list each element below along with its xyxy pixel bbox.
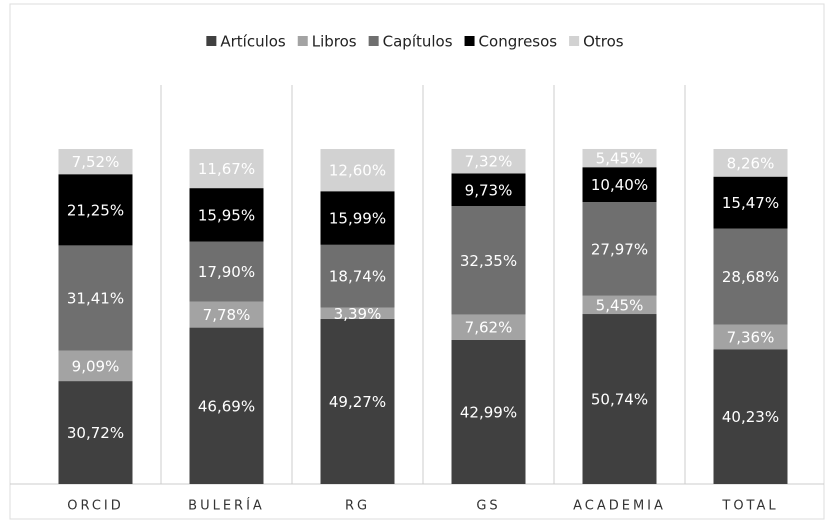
bar-segment	[451, 314, 526, 340]
value-label: 42,99%	[460, 403, 517, 421]
value-label: 49,27%	[329, 393, 386, 411]
value-label: 21,25%	[67, 201, 124, 219]
value-label: 7,62%	[465, 319, 513, 337]
value-label: 27,97%	[591, 240, 648, 258]
legend-swatch	[297, 36, 308, 46]
value-label: 5,45%	[596, 150, 644, 168]
bar-segment	[189, 241, 264, 302]
bar-segment	[713, 228, 788, 325]
bar-segment	[58, 381, 133, 484]
value-label: 18,74%	[329, 268, 386, 286]
value-label: 10,40%	[591, 176, 648, 194]
bar-segment	[713, 149, 788, 177]
legend-label: Otros	[583, 33, 624, 51]
x-tick-label: TOTAL	[721, 499, 778, 514]
bar-segment	[320, 318, 395, 484]
value-label: 15,47%	[722, 194, 779, 212]
bar-segment	[582, 295, 657, 315]
legend-swatch	[569, 36, 580, 46]
value-label: 32,35%	[460, 252, 517, 270]
value-label: 31,41%	[67, 290, 124, 308]
bar-segment	[451, 206, 526, 315]
bar-segment	[451, 339, 526, 484]
bar-segment	[58, 245, 133, 351]
value-label: 40,23%	[722, 408, 779, 426]
value-label: 17,90%	[198, 263, 255, 281]
bar-segment	[582, 167, 657, 203]
value-label: 30,72%	[67, 424, 124, 442]
bar-segment	[582, 314, 657, 484]
bar-segment	[582, 202, 657, 296]
x-tick-label: RG	[345, 499, 370, 514]
value-label: 7,78%	[203, 306, 251, 324]
legend-label: Artículos	[220, 33, 286, 51]
bar-segment	[189, 301, 264, 328]
bar-segment	[58, 174, 133, 246]
legend-swatch	[206, 36, 217, 46]
bar-segment	[320, 149, 395, 192]
value-label: 9,73%	[465, 181, 513, 199]
value-label: 12,60%	[329, 162, 386, 180]
legend-label: Congresos	[479, 33, 558, 51]
bar-segment	[320, 307, 395, 319]
bar-segment	[713, 324, 788, 350]
value-label: 7,52%	[72, 153, 120, 171]
bar-segment	[713, 176, 788, 229]
x-tick-label: BULERÍA	[188, 498, 265, 514]
bar-segment	[58, 149, 133, 175]
value-label: 46,69%	[198, 397, 255, 415]
legend-swatch	[368, 36, 379, 46]
value-label: 15,95%	[198, 206, 255, 224]
bar-segment	[451, 173, 526, 207]
x-tick-label: GS	[476, 499, 500, 514]
bar-segment	[189, 327, 264, 484]
bar-segment	[713, 349, 788, 484]
bar-segment	[451, 148, 526, 174]
value-label: 3,39%	[334, 305, 382, 323]
bar-segment	[58, 350, 133, 382]
value-label: 15,99%	[329, 210, 386, 228]
chart-border	[9, 3, 825, 520]
bar-segment	[320, 244, 395, 308]
bar-segment	[189, 188, 264, 242]
value-label: 7,36%	[727, 328, 775, 346]
value-label: 9,09%	[72, 357, 120, 375]
bar-segment	[582, 148, 657, 168]
x-tick-label: ORCID	[67, 499, 124, 514]
value-label: 11,67%	[198, 160, 255, 178]
bar-segment	[189, 149, 264, 189]
value-label: 7,32%	[465, 153, 513, 171]
legend-swatch	[464, 36, 475, 46]
legend-label: Capítulos	[383, 33, 453, 51]
legend-label: Libros	[312, 33, 357, 51]
value-label: 50,74%	[591, 391, 648, 409]
x-tick-label: ACADEMIA	[573, 499, 666, 514]
value-label: 5,45%	[596, 296, 644, 314]
bar-segment	[320, 191, 395, 245]
value-label: 8,26%	[727, 154, 775, 172]
value-label: 28,68%	[722, 268, 779, 286]
